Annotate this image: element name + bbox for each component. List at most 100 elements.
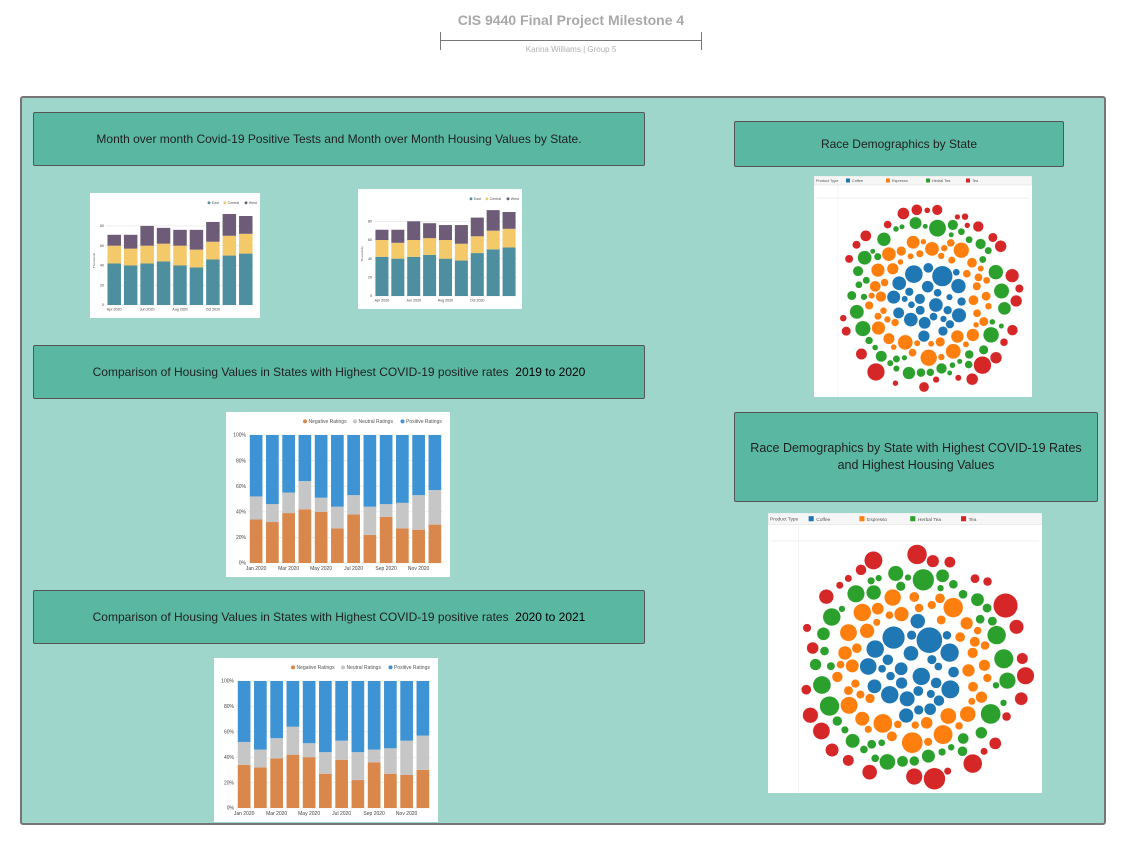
bubble-mark (802, 707, 819, 724)
y-tick-label: 0 (102, 303, 104, 307)
bubble-mark (914, 293, 926, 305)
bubble-mark (949, 361, 956, 369)
bar-segment (189, 267, 204, 305)
bubble-legend-swatch (859, 516, 865, 522)
bar-segment (502, 228, 516, 248)
legend-swatch (303, 419, 307, 424)
header-cmp1-label: Comparison of Housing Values in States w… (92, 364, 586, 379)
bubble-mark (892, 379, 899, 387)
bubble-mark (934, 593, 946, 604)
bubble-mark (864, 725, 873, 734)
bubble-mark (886, 290, 901, 305)
x-tick-label: Jul 2020 (344, 566, 363, 572)
header-cmp-2020-2021[interactable]: Comparison of Housing Values in States w… (33, 590, 645, 644)
bubble-mark (952, 268, 961, 277)
bubble-mark (962, 340, 970, 348)
bubble-mark (908, 348, 917, 358)
board-frame[interactable]: Month over month Covid-19 Positive Tests… (20, 96, 1106, 825)
header-race-high[interactable]: Race Demographics by State with Highest … (734, 412, 1098, 502)
chart-card-mom-2[interactable]: 0 20 40 60 80 Apr 2020 Jun 2020 Aug 2020 Oct 202… (358, 189, 522, 309)
bubble-mark (984, 302, 993, 310)
x-tick-label: Sep 2020 (363, 811, 385, 817)
bubble-legend-swatch (846, 178, 850, 183)
bubble-card-race-high[interactable]: Product Type Coffee Espresso Herbal Tea Tea (768, 513, 1042, 793)
bar-segment (123, 234, 138, 249)
x-tick-label: Jan 2020 (246, 566, 267, 572)
bar-segment (314, 435, 328, 498)
chart-card-mom-1[interactable]: 0 20 40 60 80 Apr 2020 Jun 2020 Aug 2020 Oct 202… (90, 193, 260, 318)
bubble-mark (871, 344, 879, 351)
x-tick-label: Aug 2020 (438, 299, 453, 303)
legend-swatch (353, 419, 357, 424)
y-tick-label: 40 (368, 257, 372, 261)
x-tick-label: Sep 2020 (375, 566, 397, 572)
bubble-mark (916, 626, 943, 654)
bubble-mark (975, 238, 987, 250)
bar-segment (319, 681, 332, 753)
bar-segment (367, 681, 381, 750)
header-mom[interactable]: Month over month Covid-19 Positive Tests… (33, 112, 645, 166)
bubble-mark (926, 654, 937, 665)
bubble-legend-swatch (966, 178, 970, 183)
legend-swatch (291, 665, 295, 670)
bubble-mark (806, 641, 819, 655)
bar-segment (375, 229, 389, 240)
bar-segment (140, 245, 154, 264)
bar-segment (298, 481, 312, 510)
bar-segment (412, 529, 425, 563)
chart-card-cmp-2[interactable]: 0% 20% 40% 60% 80% 100% Jan 2020 Mar 2020 May 20… (214, 658, 438, 822)
bubble-mark (948, 231, 955, 238)
bubble-mark (974, 273, 983, 282)
bubble-mark (904, 264, 924, 284)
y-tick-label: 80% (236, 458, 247, 464)
bubble-mark (935, 362, 948, 375)
bubble-mark (910, 204, 923, 216)
bar-segment (319, 773, 332, 808)
bubble-mark (982, 326, 1000, 344)
bar-segment (254, 749, 267, 768)
bubble-mark (937, 252, 945, 260)
bubble-mark (904, 573, 912, 582)
header-cmp1-years: 2019 to 2020 (515, 364, 586, 379)
title-bracket-right (701, 32, 702, 50)
header-mom-label: Month over month Covid-19 Positive Tests… (96, 131, 582, 146)
bar-segment (351, 681, 365, 753)
bar-segment (486, 210, 500, 231)
bubble-mark (875, 350, 888, 363)
header-cmp-2019-2020[interactable]: Comparison of Housing Values in States w… (33, 345, 645, 399)
legend-swatch (207, 201, 211, 205)
bubble-card-race[interactable]: Product Type Coffee Espresso Herbal Tea Tea (814, 176, 1032, 397)
bar-segment (470, 217, 484, 237)
bubble-mark (936, 615, 947, 625)
bubble-mark (890, 318, 900, 327)
bubble-mark (964, 222, 971, 229)
bubble-mark (980, 747, 989, 756)
bubble-mark (837, 645, 853, 661)
bubble-mark (970, 592, 985, 607)
bubble-mark (872, 713, 893, 734)
bar-segment (286, 726, 300, 755)
bar-segment (486, 230, 500, 250)
chart-cmp-2: 0% 20% 40% 60% 80% 100% Jan 2020 Mar 2020 May 20… (221, 665, 431, 817)
bubble-legend-label: Herbal Tea (932, 179, 951, 183)
bar-segment (470, 236, 484, 254)
bar-segment (237, 741, 251, 765)
bubble-mark (899, 223, 905, 230)
legend-swatch (506, 197, 510, 201)
bar-segment (379, 516, 393, 563)
bubble-mark (928, 297, 944, 313)
header-race[interactable]: Race Demographics by State (734, 121, 1064, 167)
chart-card-cmp-1[interactable]: 0% 20% 40% 60% 80% 100% Jan 2020 Mar 2020 May 20… (226, 412, 450, 577)
bar-segment (239, 233, 253, 254)
y-tick-label: 40% (224, 755, 235, 761)
bubble-mark (978, 316, 989, 327)
y-tick-label: 60% (236, 484, 247, 490)
bubble-mark (875, 574, 883, 582)
bubble-mark (879, 753, 896, 771)
bubble-mark (865, 584, 882, 601)
bar-segment (123, 265, 138, 305)
bar-segment (239, 216, 253, 234)
bubble-mark (969, 636, 981, 648)
x-tick-label: May 2020 (310, 566, 332, 572)
bubble-mark (870, 263, 886, 278)
